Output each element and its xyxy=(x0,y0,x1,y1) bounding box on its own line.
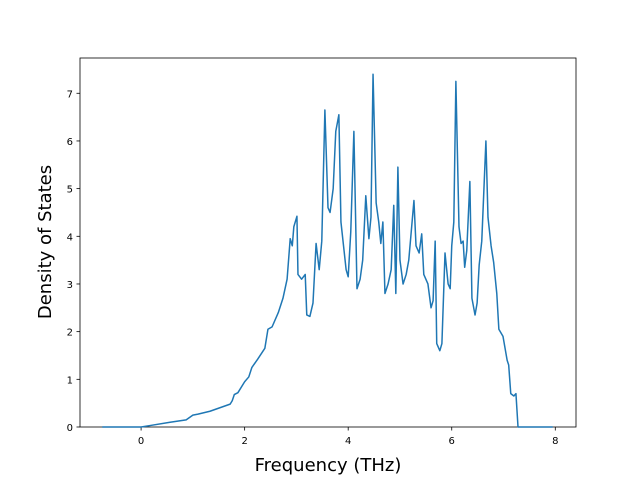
y-tick-label: 5 xyxy=(67,185,73,196)
x-axis-label: Frequency (THz) xyxy=(255,455,402,476)
y-tick-label: 6 xyxy=(67,137,73,148)
x-tick-label: 6 xyxy=(449,436,455,447)
x-tick-label: 4 xyxy=(345,436,351,447)
y-axis-label: Density of States xyxy=(35,165,56,319)
x-tick-label: 0 xyxy=(138,436,144,447)
data-line xyxy=(102,73,553,428)
x-tick-label: 8 xyxy=(552,436,558,447)
y-tick-label: 4 xyxy=(67,232,73,243)
axes-frame xyxy=(79,57,577,428)
y-tick-label: 1 xyxy=(67,375,73,386)
y-tick-label: 7 xyxy=(67,89,73,100)
x-tick-label: 2 xyxy=(241,436,247,447)
y-tick-label: 0 xyxy=(67,423,73,434)
y-tick-label: 3 xyxy=(67,280,73,291)
y-tick-label: 2 xyxy=(67,328,73,339)
